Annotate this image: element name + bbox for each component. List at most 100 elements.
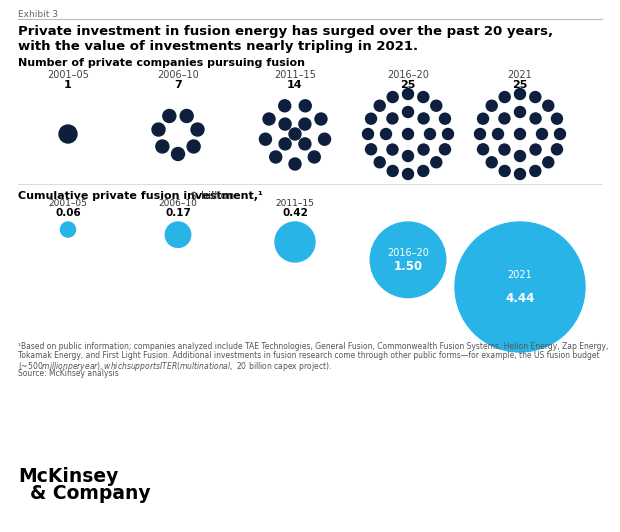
- Circle shape: [166, 222, 191, 247]
- Circle shape: [279, 118, 291, 130]
- Circle shape: [530, 113, 541, 124]
- Circle shape: [163, 110, 176, 122]
- Text: 2011–15: 2011–15: [275, 199, 314, 208]
- Circle shape: [515, 88, 526, 99]
- Circle shape: [492, 129, 503, 139]
- Circle shape: [542, 157, 554, 168]
- Circle shape: [363, 129, 373, 139]
- Circle shape: [486, 100, 497, 111]
- Circle shape: [440, 113, 451, 124]
- Circle shape: [59, 125, 77, 143]
- Circle shape: [279, 100, 291, 112]
- Text: & Company: & Company: [30, 484, 151, 503]
- Text: 0.17: 0.17: [165, 208, 191, 218]
- Circle shape: [402, 88, 414, 99]
- Circle shape: [536, 129, 547, 139]
- Circle shape: [515, 129, 526, 139]
- Text: 2016–20: 2016–20: [387, 248, 429, 258]
- Circle shape: [388, 165, 398, 177]
- Circle shape: [60, 222, 76, 237]
- Text: 2006–10: 2006–10: [157, 70, 199, 80]
- Circle shape: [319, 133, 330, 145]
- Circle shape: [418, 92, 429, 103]
- Circle shape: [402, 129, 414, 139]
- Circle shape: [477, 113, 489, 124]
- Circle shape: [374, 157, 385, 168]
- Circle shape: [308, 151, 321, 163]
- Circle shape: [299, 118, 311, 130]
- Circle shape: [263, 113, 275, 125]
- Circle shape: [289, 128, 301, 140]
- Circle shape: [370, 222, 446, 297]
- Text: 14: 14: [287, 80, 303, 90]
- Circle shape: [418, 113, 429, 124]
- Circle shape: [499, 92, 510, 103]
- Text: 2006–10: 2006–10: [159, 199, 197, 208]
- Text: with the value of investments nearly tripling in 2021.: with the value of investments nearly tri…: [18, 40, 418, 53]
- Circle shape: [259, 133, 272, 145]
- Circle shape: [515, 151, 526, 162]
- Text: 1: 1: [64, 80, 72, 90]
- Circle shape: [530, 92, 541, 103]
- Circle shape: [156, 140, 169, 153]
- Circle shape: [554, 129, 565, 139]
- Text: 1.50: 1.50: [394, 260, 423, 273]
- Circle shape: [530, 165, 541, 177]
- Circle shape: [387, 113, 398, 124]
- Circle shape: [402, 151, 414, 162]
- Circle shape: [402, 106, 414, 118]
- Text: 0.06: 0.06: [55, 208, 81, 218]
- Text: Tokamak Energy, and First Light Fusion. Additional investments in fusion researc: Tokamak Energy, and First Light Fusion. …: [18, 351, 600, 360]
- Circle shape: [418, 165, 429, 177]
- Circle shape: [374, 100, 385, 111]
- Circle shape: [191, 123, 204, 136]
- Circle shape: [270, 151, 281, 163]
- Circle shape: [279, 138, 291, 150]
- Text: 2001–05: 2001–05: [48, 199, 87, 208]
- Circle shape: [381, 129, 391, 139]
- Circle shape: [515, 169, 526, 179]
- Circle shape: [180, 110, 193, 122]
- Text: Private investment in fusion energy has surged over the past 20 years,: Private investment in fusion energy has …: [18, 25, 553, 38]
- Circle shape: [152, 123, 165, 136]
- Circle shape: [474, 129, 485, 139]
- Text: Exhibit 3: Exhibit 3: [18, 10, 58, 19]
- Circle shape: [418, 144, 429, 155]
- Circle shape: [388, 92, 398, 103]
- Circle shape: [289, 158, 301, 170]
- Circle shape: [440, 144, 451, 155]
- Text: 2021: 2021: [508, 270, 533, 280]
- Text: McKinsey: McKinsey: [18, 467, 118, 486]
- Text: Source: McKinsey analysis: Source: McKinsey analysis: [18, 369, 119, 378]
- Circle shape: [431, 100, 442, 111]
- Circle shape: [542, 100, 554, 111]
- Text: 25: 25: [512, 80, 528, 90]
- Circle shape: [477, 144, 489, 155]
- Circle shape: [172, 147, 185, 161]
- Circle shape: [515, 106, 526, 118]
- Circle shape: [486, 157, 497, 168]
- Text: 2016–20: 2016–20: [387, 70, 429, 80]
- Circle shape: [299, 100, 311, 112]
- Circle shape: [366, 144, 376, 155]
- Text: 2021: 2021: [508, 70, 533, 80]
- Circle shape: [499, 165, 510, 177]
- Text: 4.44: 4.44: [505, 292, 534, 305]
- Circle shape: [275, 222, 315, 262]
- Circle shape: [499, 113, 510, 124]
- Text: ¹Based on public information; companies analyzed include TAE Technologies, Gener: ¹Based on public information; companies …: [18, 342, 608, 351]
- Circle shape: [443, 129, 453, 139]
- Text: Number of private companies pursuing fusion: Number of private companies pursuing fus…: [18, 58, 305, 68]
- Circle shape: [530, 144, 541, 155]
- Text: 7: 7: [174, 80, 182, 90]
- Circle shape: [551, 113, 562, 124]
- Circle shape: [315, 113, 327, 125]
- Circle shape: [187, 140, 200, 153]
- Circle shape: [299, 138, 311, 150]
- Circle shape: [455, 222, 585, 352]
- Text: (~$500 million per year), which supports ITER (multinational, ~$20 billion capex: (~$500 million per year), which supports…: [18, 360, 332, 373]
- Circle shape: [402, 169, 414, 179]
- Circle shape: [366, 113, 376, 124]
- Text: Cumulative private fusion investment,¹: Cumulative private fusion investment,¹: [18, 191, 263, 201]
- Text: $ billion: $ billion: [187, 191, 234, 201]
